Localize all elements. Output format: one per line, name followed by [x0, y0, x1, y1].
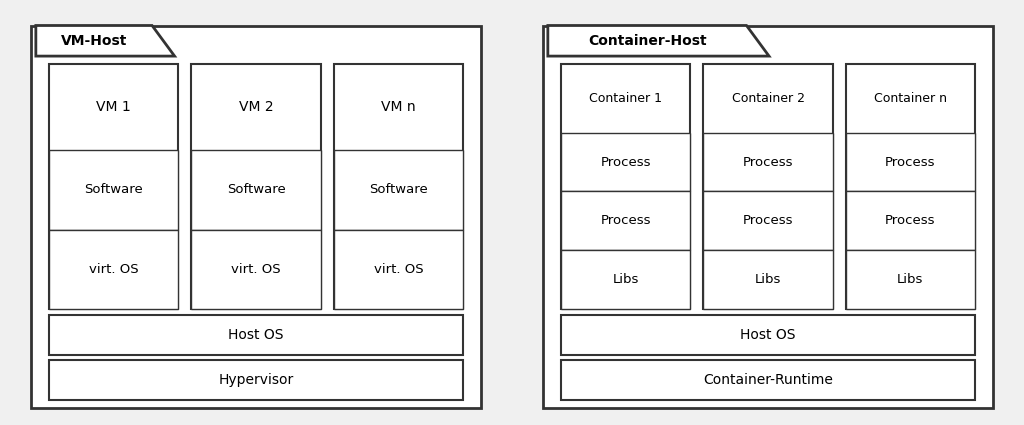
Text: Libs: Libs: [755, 273, 781, 286]
Bar: [334, 64, 463, 309]
Text: Container 2: Container 2: [731, 92, 805, 105]
Bar: [703, 133, 833, 192]
Text: Process: Process: [742, 156, 794, 168]
Text: Container 1: Container 1: [589, 92, 663, 105]
Text: virt. OS: virt. OS: [89, 263, 138, 276]
Text: Process: Process: [885, 156, 936, 168]
Text: virt. OS: virt. OS: [231, 263, 281, 276]
Bar: [191, 64, 321, 309]
Text: Process: Process: [600, 215, 651, 227]
Bar: [846, 250, 975, 309]
Bar: [31, 26, 481, 408]
Bar: [191, 150, 321, 230]
Text: Process: Process: [885, 215, 936, 227]
Text: Software: Software: [84, 183, 143, 196]
Bar: [49, 314, 463, 355]
Text: Host OS: Host OS: [740, 328, 796, 342]
Text: Libs: Libs: [897, 273, 924, 286]
Bar: [703, 250, 833, 309]
Text: Container n: Container n: [873, 92, 947, 105]
Text: Process: Process: [600, 156, 651, 168]
Text: Hypervisor: Hypervisor: [218, 373, 294, 387]
Text: Software: Software: [369, 183, 428, 196]
Bar: [561, 360, 975, 400]
Text: virt. OS: virt. OS: [374, 263, 423, 276]
Bar: [846, 64, 975, 309]
Bar: [561, 250, 690, 309]
Bar: [846, 133, 975, 192]
Bar: [49, 360, 463, 400]
Bar: [561, 192, 690, 250]
Bar: [49, 150, 178, 230]
Bar: [846, 192, 975, 250]
Bar: [334, 230, 463, 309]
Text: VM 1: VM 1: [96, 100, 131, 114]
Text: Container-Runtime: Container-Runtime: [703, 373, 833, 387]
Bar: [561, 133, 690, 192]
Text: Host OS: Host OS: [228, 328, 284, 342]
Bar: [191, 230, 321, 309]
Text: VM n: VM n: [381, 100, 416, 114]
Bar: [703, 192, 833, 250]
Polygon shape: [548, 26, 769, 56]
Text: Libs: Libs: [612, 273, 639, 286]
Bar: [543, 26, 993, 408]
Bar: [49, 230, 178, 309]
Text: VM-Host: VM-Host: [60, 34, 127, 48]
Text: Software: Software: [226, 183, 286, 196]
Bar: [561, 64, 690, 309]
Polygon shape: [36, 26, 174, 56]
Bar: [561, 314, 975, 355]
Text: VM 2: VM 2: [239, 100, 273, 114]
Text: Process: Process: [742, 215, 794, 227]
Bar: [49, 64, 178, 309]
Bar: [334, 150, 463, 230]
Bar: [703, 64, 833, 309]
Text: Container-Host: Container-Host: [588, 34, 707, 48]
